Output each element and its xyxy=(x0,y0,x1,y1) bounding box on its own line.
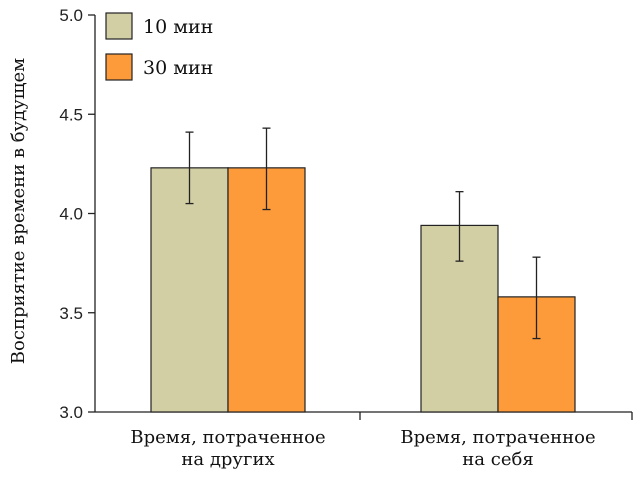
y-tick-label: 5.0 xyxy=(59,6,83,25)
x-category-label: Время, потраченное xyxy=(400,427,595,448)
legend-swatch xyxy=(105,53,133,81)
x-category-label: на себя xyxy=(462,449,533,470)
legend: 10 мин 30 мин xyxy=(105,12,213,81)
error-bars xyxy=(185,127,541,340)
legend-swatch xyxy=(105,12,133,40)
y-tick-label: 3.0 xyxy=(59,403,83,422)
x-category-label: Время, потраченное xyxy=(130,427,325,448)
y-tick-label: 3.5 xyxy=(59,304,83,323)
bars xyxy=(150,167,576,413)
y-tick-label: 4.0 xyxy=(59,205,83,224)
y-tick-label: 4.5 xyxy=(59,105,83,124)
bar xyxy=(150,167,229,413)
y-axis-title: Восприятие времени в будущем xyxy=(8,58,29,364)
legend-label: 10 мин xyxy=(143,16,213,38)
legend-label: 30 мин xyxy=(143,57,213,79)
x-category-label: на других xyxy=(181,449,274,470)
